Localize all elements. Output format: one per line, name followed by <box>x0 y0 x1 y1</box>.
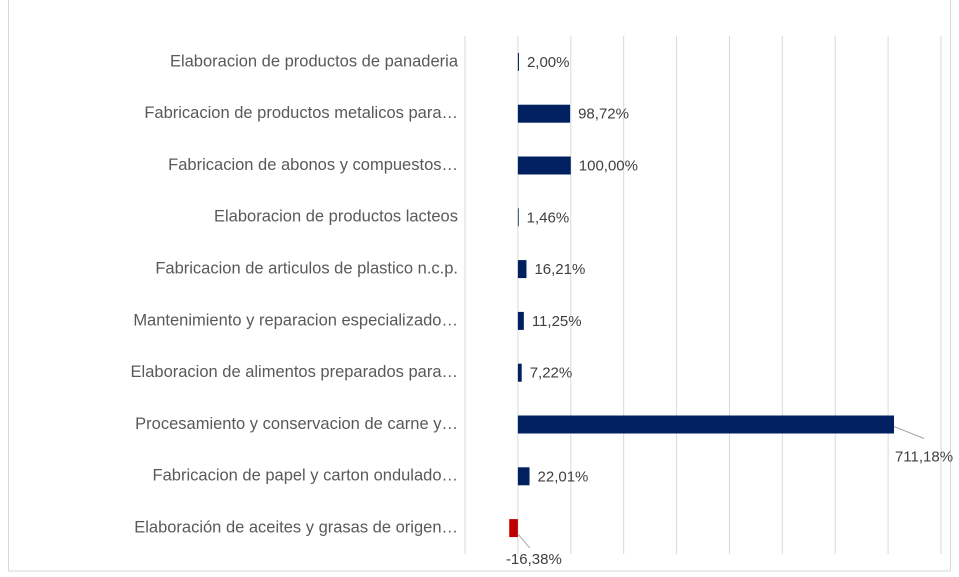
category-label: Elaboración de aceites y grasas de orige… <box>134 518 458 536</box>
data-label: 16,21% <box>534 261 585 278</box>
leader-line <box>517 533 531 549</box>
bar <box>517 52 519 71</box>
bar <box>517 415 895 434</box>
bar <box>517 363 522 382</box>
bar <box>517 260 527 279</box>
data-label: 100,00% <box>579 157 638 174</box>
data-label: -16,38% <box>506 551 562 568</box>
bar <box>517 104 571 123</box>
category-label: Elaboracion de alimentos preparados para… <box>131 363 458 381</box>
bar <box>509 519 518 538</box>
data-label: 98,72% <box>578 106 629 123</box>
data-label: 7,22% <box>530 365 573 382</box>
category-label: Mantenimiento y reparacion especializado… <box>133 311 458 329</box>
category-label: Elaboracion de productos lacteos <box>214 208 458 226</box>
chart-frame <box>8 0 951 572</box>
bar <box>517 311 524 330</box>
category-label: Procesamiento y conservacion de carne y… <box>135 415 458 433</box>
bar <box>517 467 530 486</box>
data-label: 22,01% <box>538 468 589 485</box>
bar <box>517 208 519 227</box>
category-label: Elaboracion de productos de panaderia <box>170 52 459 70</box>
data-label: 2,00% <box>527 54 570 71</box>
category-label: Fabricacion de productos metalicos para… <box>144 104 458 122</box>
bar <box>517 156 571 175</box>
category-label: Fabricacion de abonos y compuestos… <box>168 156 458 174</box>
data-label: 711,18% <box>895 449 953 466</box>
category-label: Fabricacion de articulos de plastico n.c… <box>155 259 458 277</box>
category-label: Fabricacion de papel y carton ondulado… <box>153 467 458 485</box>
data-label: 11,25% <box>532 313 582 330</box>
leader-line <box>893 426 925 439</box>
data-label: 1,46% <box>527 209 570 226</box>
